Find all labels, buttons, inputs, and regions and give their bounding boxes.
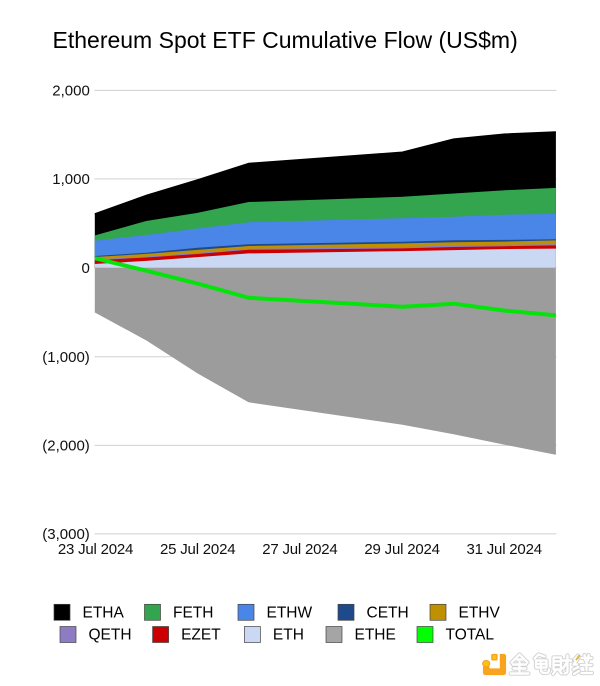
svg-text:29 Jul 2024: 29 Jul 2024	[364, 541, 439, 558]
svg-text:(3,000): (3,000)	[42, 526, 90, 543]
svg-text:(2,000): (2,000)	[42, 438, 90, 455]
svg-text:FETH: FETH	[173, 605, 213, 622]
svg-text:23 Jul 2024: 23 Jul 2024	[58, 541, 133, 558]
svg-text:(1,000): (1,000)	[42, 349, 90, 366]
svg-text:QETH: QETH	[89, 627, 132, 644]
svg-text:Ethereum Spot ETF Cumulative F: Ethereum Spot ETF Cumulative Flow (US$m)	[53, 27, 518, 53]
svg-text:0: 0	[81, 260, 89, 277]
svg-text:ETHA: ETHA	[83, 605, 125, 622]
svg-text:ETHV: ETHV	[459, 605, 501, 622]
svg-text:27 Jul 2024: 27 Jul 2024	[262, 541, 337, 558]
svg-text:TOTAL: TOTAL	[446, 627, 495, 644]
svg-text:31 Jul 2024: 31 Jul 2024	[467, 541, 542, 558]
svg-text:1,000: 1,000	[52, 171, 90, 188]
svg-text:25 Jul 2024: 25 Jul 2024	[160, 541, 235, 558]
svg-text:ETHE: ETHE	[355, 627, 396, 644]
svg-text:CETH: CETH	[367, 605, 409, 622]
svg-text:2,000: 2,000	[52, 83, 90, 100]
svg-text:EZET: EZET	[181, 627, 221, 644]
svg-text:ETH: ETH	[273, 627, 304, 644]
svg-text:ETHW: ETHW	[267, 605, 313, 622]
